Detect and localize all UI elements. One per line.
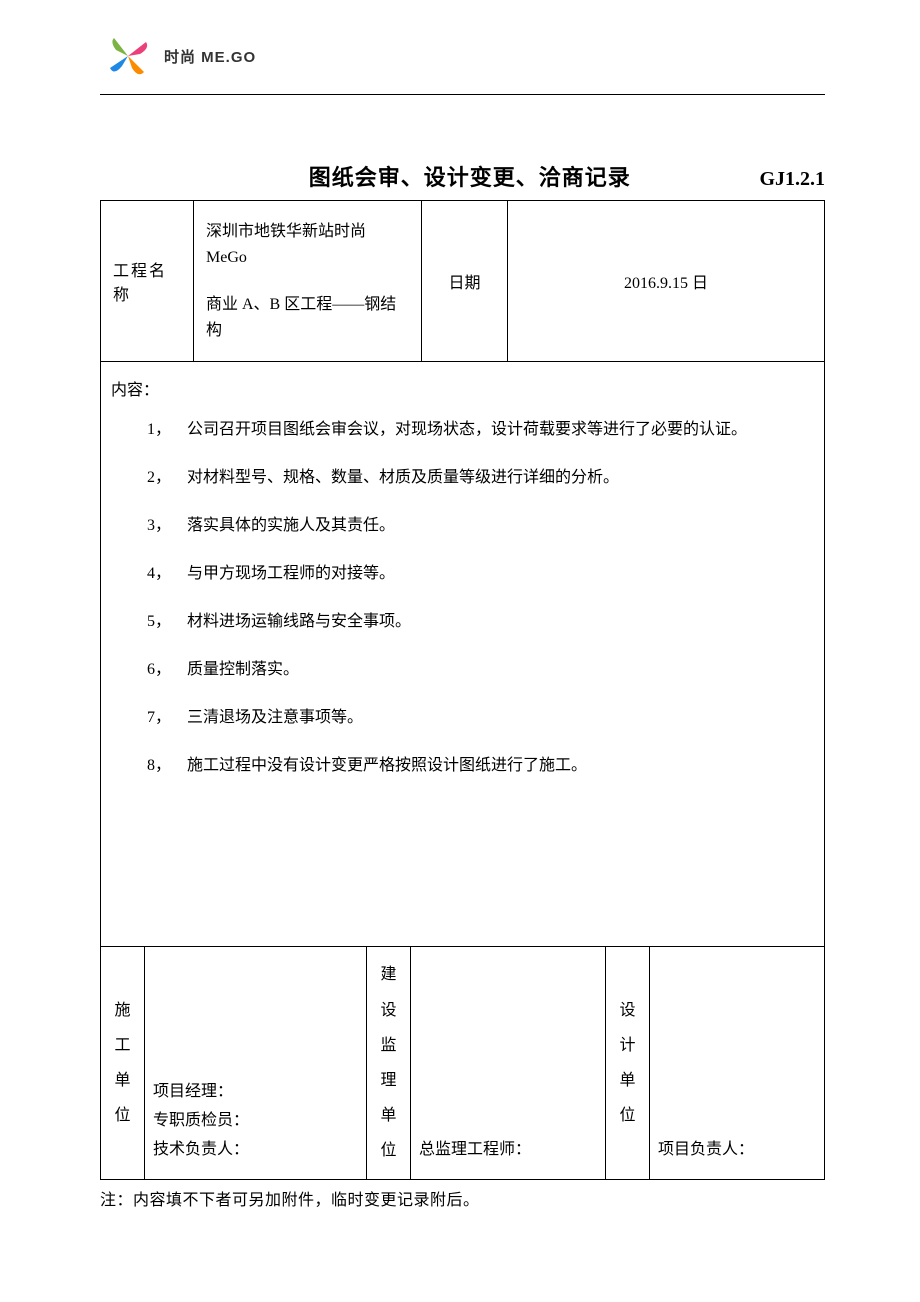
project-lead-label: 项目负责人： bbox=[658, 1136, 754, 1165]
chief-supervisor-label: 总监理工程师： bbox=[419, 1136, 531, 1165]
list-item: 2，对材料型号、规格、数量、材质及质量等级进行详细的分析。 bbox=[147, 466, 814, 490]
list-num: 1， bbox=[147, 418, 187, 442]
list-num: 4， bbox=[147, 562, 187, 586]
list-num: 3， bbox=[147, 514, 187, 538]
project-name-value: 深圳市地铁华新站时尚 MeGo 商业 A、B 区工程——钢结构 bbox=[194, 201, 422, 362]
design-unit-block: 项目负责人： bbox=[650, 947, 824, 1178]
list-text: 质量控制落实。 bbox=[187, 658, 299, 682]
list-text: 三清退场及注意事项等。 bbox=[187, 706, 363, 730]
footnote: 注：内容填不下者可另加附件，临时变更记录附后。 bbox=[100, 1186, 825, 1210]
quality-inspector-label: 专职质检员： bbox=[153, 1107, 249, 1136]
signature-row: 施工单位 项目经理： 专职质检员： 技术负责人： 建设监理单位 总监理工程师： … bbox=[101, 947, 824, 1178]
list-item: 7，三清退场及注意事项等。 bbox=[147, 706, 814, 730]
document-code: GJ1.2.1 bbox=[759, 168, 825, 191]
date-label: 日期 bbox=[422, 201, 508, 362]
list-item: 5，材料进场运输线路与安全事项。 bbox=[147, 610, 814, 634]
list-item: 4，与甲方现场工程师的对接等。 bbox=[147, 562, 814, 586]
project-name-line1: 深圳市地铁华新站时尚 MeGo bbox=[206, 219, 409, 270]
main-form-table: 工程名称 深圳市地铁华新站时尚 MeGo 商业 A、B 区工程——钢结构 日期 … bbox=[100, 200, 825, 1180]
page-title: 图纸会审、设计变更、洽商记录 bbox=[100, 160, 759, 192]
info-row: 工程名称 深圳市地铁华新站时尚 MeGo 商业 A、B 区工程——钢结构 日期 … bbox=[101, 201, 824, 362]
tech-lead-label: 技术负责人： bbox=[153, 1136, 249, 1165]
construction-unit-label: 施工单位 bbox=[101, 947, 145, 1178]
list-num: 6， bbox=[147, 658, 187, 682]
list-item: 6，质量控制落实。 bbox=[147, 658, 814, 682]
project-name-label: 工程名称 bbox=[101, 201, 194, 362]
page-header: 时尚 ME.GO bbox=[100, 0, 825, 95]
supervision-unit-label: 建设监理单位 bbox=[367, 947, 411, 1178]
list-text: 落实具体的实施人及其责任。 bbox=[187, 514, 395, 538]
brand-text: 时尚 ME.GO bbox=[164, 46, 256, 67]
content-block: 内容： 1，公司召开项目图纸会审会议，对现场状态，设计荷载要求等进行了必要的认证… bbox=[101, 362, 824, 947]
list-num: 7， bbox=[147, 706, 187, 730]
construction-unit-block: 项目经理： 专职质检员： 技术负责人： bbox=[145, 947, 367, 1178]
title-row: 图纸会审、设计变更、洽商记录 GJ1.2.1 bbox=[100, 160, 825, 192]
content-list: 1，公司召开项目图纸会审会议，对现场状态，设计荷载要求等进行了必要的认证。 2，… bbox=[111, 418, 814, 778]
list-num: 5， bbox=[147, 610, 187, 634]
list-item: 1，公司召开项目图纸会审会议，对现场状态，设计荷载要求等进行了必要的认证。 bbox=[147, 418, 814, 442]
list-text: 与甲方现场工程师的对接等。 bbox=[187, 562, 395, 586]
list-num: 2， bbox=[147, 466, 187, 490]
project-name-line2: 商业 A、B 区工程——钢结构 bbox=[206, 292, 409, 343]
list-text: 对材料型号、规格、数量、材质及质量等级进行详细的分析。 bbox=[187, 466, 619, 490]
list-item: 8，施工过程中没有设计变更严格按照设计图纸进行了施工。 bbox=[147, 754, 814, 778]
date-value: 2016.9.15 日 bbox=[508, 201, 824, 362]
brand-logo-icon bbox=[100, 28, 156, 84]
list-item: 3，落实具体的实施人及其责任。 bbox=[147, 514, 814, 538]
supervision-unit-block: 总监理工程师： bbox=[411, 947, 606, 1178]
list-text: 施工过程中没有设计变更严格按照设计图纸进行了施工。 bbox=[187, 754, 587, 778]
brand: 时尚 ME.GO bbox=[100, 28, 256, 84]
list-text: 公司召开项目图纸会审会议，对现场状态，设计荷载要求等进行了必要的认证。 bbox=[187, 418, 747, 442]
project-manager-label: 项目经理： bbox=[153, 1078, 233, 1107]
content-label: 内容： bbox=[111, 376, 814, 400]
list-num: 8， bbox=[147, 754, 187, 778]
design-unit-label: 设计单位 bbox=[606, 947, 650, 1178]
list-text: 材料进场运输线路与安全事项。 bbox=[187, 610, 411, 634]
